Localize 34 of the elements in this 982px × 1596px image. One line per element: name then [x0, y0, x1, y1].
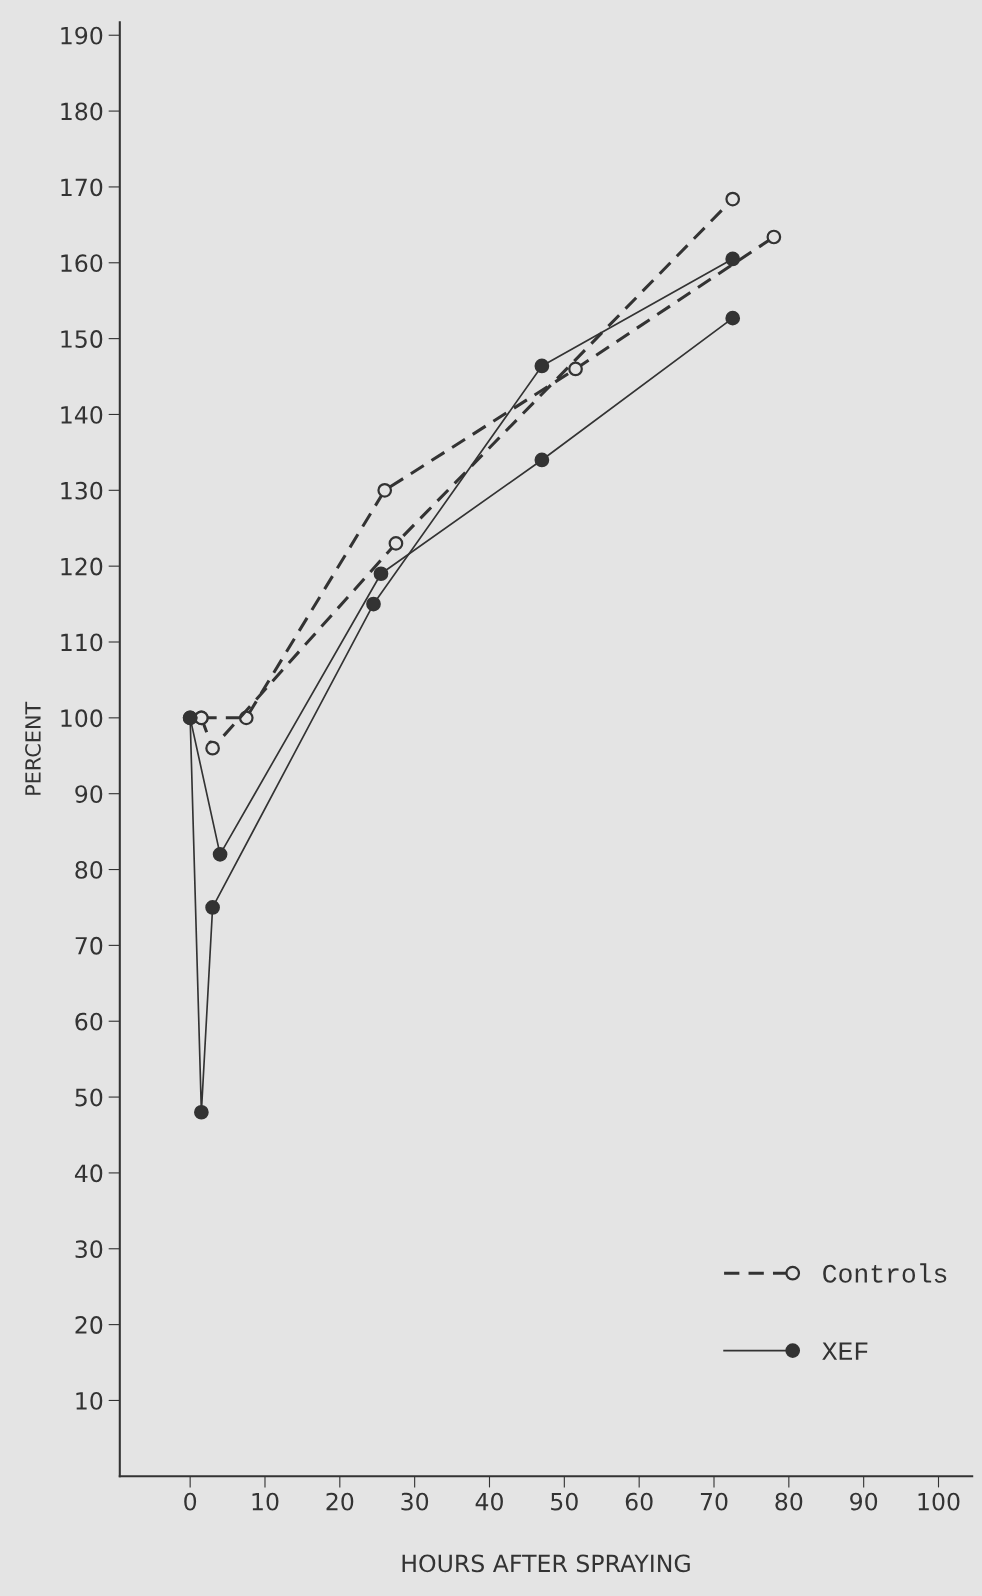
legend-label: XEF	[822, 1342, 868, 1360]
y-tick-label: 170	[61, 178, 103, 197]
y-tick-label: 90	[75, 785, 103, 803]
y-tick-label: 10	[76, 1391, 103, 1410]
x-tick-label: 0	[184, 1492, 197, 1511]
x-tick-label: 90	[850, 1492, 878, 1511]
y-tick-label: 190	[61, 26, 103, 45]
y-tick-label: 120	[61, 557, 103, 576]
y-tick-label: 150	[61, 330, 103, 348]
y-tick-label: 80	[75, 860, 103, 879]
x-tick-label: 50	[551, 1492, 578, 1511]
y-tick-label: 100	[61, 709, 103, 728]
x-tick-label: 70	[700, 1492, 728, 1511]
x-tick-label: 100	[918, 1492, 960, 1511]
y-tick-label: 70	[75, 936, 103, 955]
y-tick-label: 130	[61, 481, 103, 500]
legend-label: Controls	[823, 1263, 947, 1283]
x-tick-label: 10	[252, 1492, 279, 1511]
y-tick-label: 40	[74, 1164, 103, 1183]
x-tick-label: 40	[475, 1492, 503, 1511]
y-tick-label: 20	[75, 1316, 103, 1334]
x-tick-label: 30	[401, 1492, 429, 1511]
y-tick-label: 30	[75, 1240, 103, 1259]
y-tick-label: 50	[75, 1088, 103, 1107]
y-tick-label: 140	[61, 405, 103, 424]
y-tick-label: 180	[61, 102, 103, 121]
x-tick-label: 80	[775, 1492, 803, 1511]
y-tick-label: 110	[61, 633, 103, 652]
x-tick-label: 60	[625, 1492, 653, 1511]
y-axis-title: PERCENT	[25, 701, 41, 795]
y-tick-label: 160	[61, 254, 103, 273]
x-tick-label: 20	[326, 1492, 354, 1511]
x-axis-title: HOURS AFTER SPRAYING	[402, 1554, 690, 1573]
y-tick-label: 60	[75, 1012, 103, 1031]
